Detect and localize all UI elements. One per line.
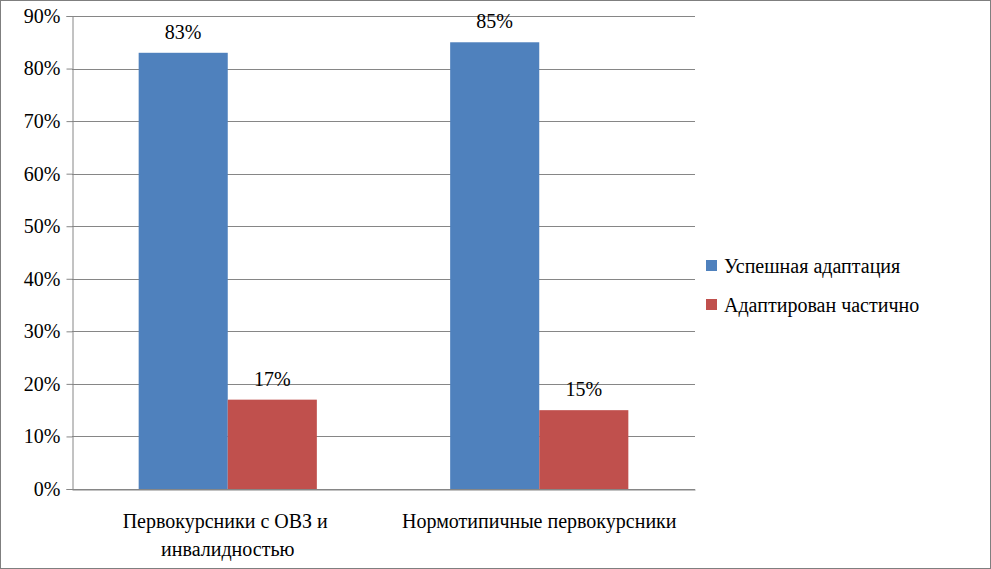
x-tick: Первокурсники с ОВЗ и инвалидностью — [123, 490, 333, 561]
x-tick-label-line: Первокурсники с ОВЗ и — [123, 510, 333, 533]
y-tick-mark — [67, 121, 73, 122]
data-label: 83% — [165, 21, 202, 43]
x-tick: Нормотипичные первокурсники — [402, 490, 677, 533]
y-tick: 20% — [24, 373, 73, 395]
legend-label: Адаптирован частично — [724, 294, 919, 317]
bar — [139, 53, 228, 489]
y-tick-mark — [67, 384, 73, 385]
grid — [72, 17, 695, 490]
x-tick-label: Нормотипичные первокурсники — [402, 510, 677, 533]
bar — [539, 410, 628, 489]
y-tick-mark — [67, 436, 73, 437]
y-tick-label: 20% — [24, 373, 61, 395]
y-tick: 70% — [24, 110, 73, 132]
bar — [450, 42, 539, 489]
y-tick: 80% — [24, 57, 73, 79]
grid-line — [72, 489, 695, 490]
x-tick-label: Первокурсники с ОВЗ и инвалидностью — [123, 510, 333, 561]
y-tick-mark — [67, 226, 73, 227]
bar — [228, 400, 317, 489]
chart: 83% 85% 17% 15% 0% 10% 20% 30% 40% 50% 60% 70% 80% 90… — [0, 0, 991, 569]
data-labels: 83% 85% 17% 15% — [165, 10, 602, 400]
y-tick-label: 0% — [34, 478, 61, 500]
y-tick: 40% — [24, 268, 73, 290]
y-tick-label: 90% — [24, 5, 61, 27]
legend-swatch — [706, 299, 717, 310]
y-tick-label: 80% — [24, 57, 61, 79]
y-tick-mark — [67, 279, 73, 280]
y-tick: 90% — [24, 5, 73, 27]
legend: Успешная адаптация Адаптирован частично — [706, 255, 919, 317]
y-tick-label: 60% — [24, 163, 61, 185]
legend-swatch — [706, 260, 717, 271]
data-label: 17% — [254, 368, 291, 390]
y-tick: 60% — [24, 163, 73, 185]
x-axis: Первокурсники с ОВЗ и инвалидностью Нормо… — [73, 490, 696, 561]
y-tick-mark — [67, 16, 73, 17]
legend-label: Успешная адаптация — [724, 255, 900, 278]
data-label: 85% — [476, 10, 513, 32]
y-tick-mark — [67, 174, 73, 175]
grid-line — [72, 16, 695, 17]
x-tick-label-line: Нормотипичные первокурсники — [402, 510, 677, 533]
y-axis: 0% 10% 20% 30% 40% 50% 60% 70% 80% 90% — [24, 5, 73, 500]
x-axis-line — [73, 490, 696, 491]
x-tick-label-line: инвалидностью — [161, 538, 294, 561]
y-tick: 10% — [24, 425, 73, 447]
y-tick-mark — [67, 331, 73, 332]
y-tick-label: 10% — [24, 425, 61, 447]
y-tick-label: 70% — [24, 110, 61, 132]
y-tick-mark — [67, 69, 73, 70]
data-label: 15% — [565, 378, 602, 400]
y-axis-line — [67, 17, 74, 490]
y-tick-label: 50% — [24, 215, 61, 237]
y-tick-mark — [67, 489, 73, 490]
frame — [1, 1, 991, 569]
y-tick: 30% — [24, 320, 73, 342]
y-tick: 0% — [34, 478, 73, 500]
y-tick: 50% — [24, 215, 73, 237]
y-tick-label: 40% — [24, 268, 61, 290]
bars — [139, 42, 629, 489]
y-tick-label: 30% — [24, 320, 61, 342]
